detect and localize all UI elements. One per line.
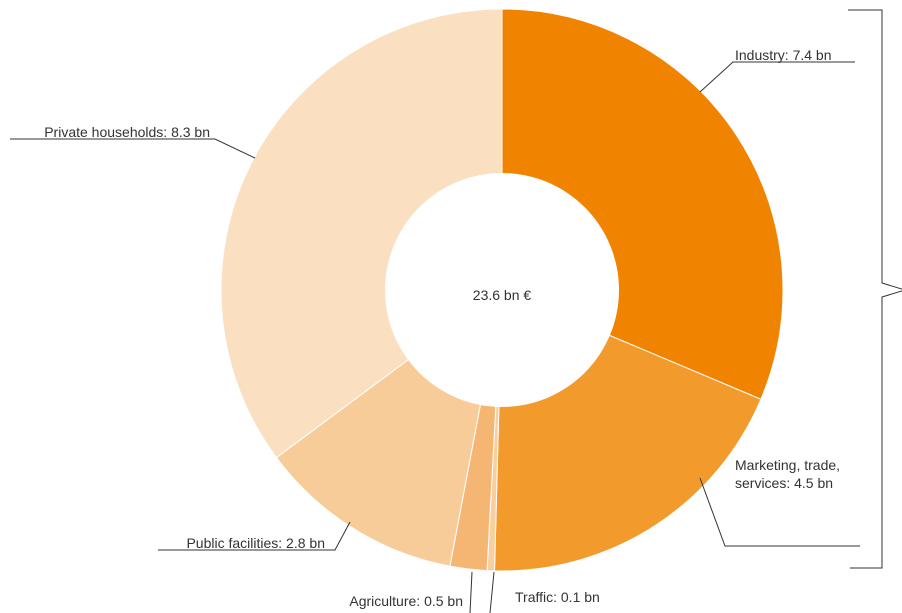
leader-line (158, 521, 351, 551)
data-label: Agriculture: 0.5 bn (349, 593, 463, 609)
data-label: Private households: 8.3 bn (44, 124, 210, 140)
data-label: Public facilities: 2.8 bn (186, 535, 325, 551)
bracket (848, 9, 902, 569)
leader-line (10, 138, 256, 159)
data-label: Traffic: 0.1 bn (515, 589, 600, 605)
center-label: 23.6 bn € (473, 287, 532, 303)
slice (220, 8, 503, 459)
leader-line (489, 571, 495, 613)
labels: Industry: 7.4 bn Marketing, trade, service… (44, 47, 840, 609)
leader-line (699, 477, 860, 547)
donut-hole (385, 173, 619, 407)
leader-line (469, 571, 473, 613)
data-label: services: 4.5 bn (735, 475, 833, 491)
leader-line (699, 61, 855, 93)
data-label: Industry: 7.4 bn (735, 47, 832, 63)
data-label: Marketing, trade, (735, 457, 840, 473)
